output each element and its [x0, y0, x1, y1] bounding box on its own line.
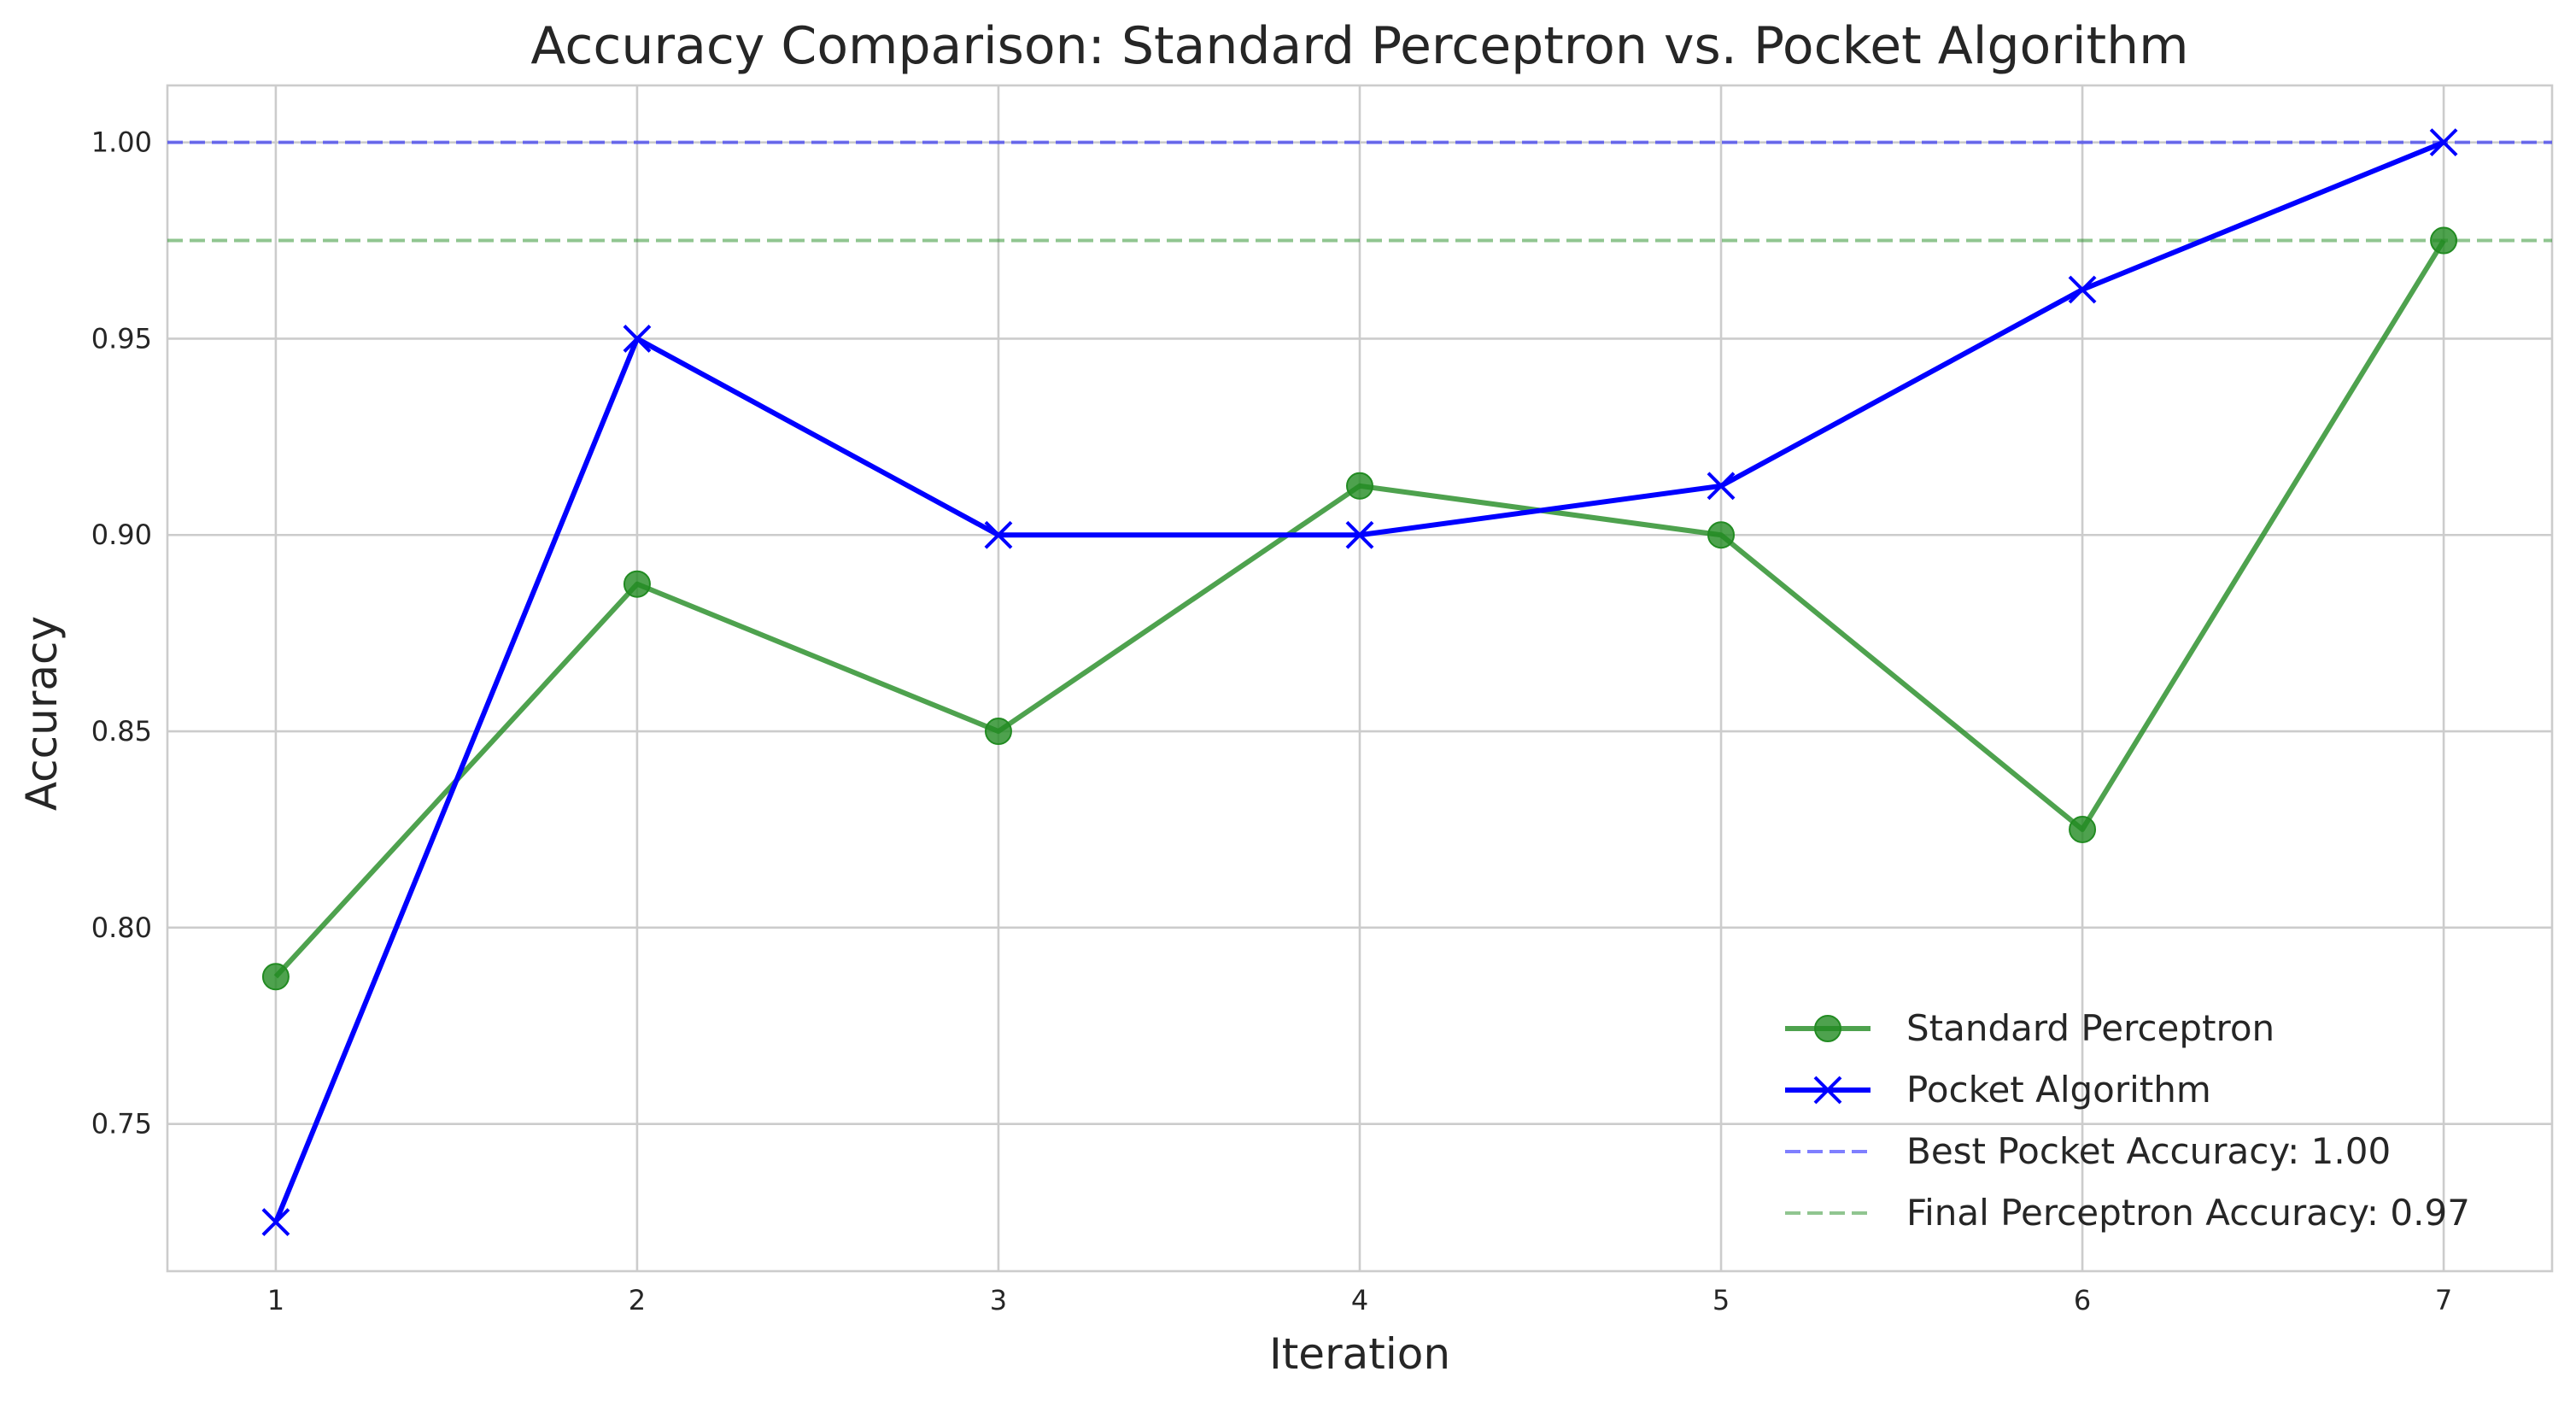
- legend-label: Standard Perceptron: [1906, 1007, 2274, 1049]
- legend-entry: Best Pocket Accuracy: 1.00: [1785, 1130, 2391, 1172]
- x-tick-label: 7: [2435, 1284, 2452, 1316]
- data-point: [2068, 275, 2097, 304]
- chart-title: Accuracy Comparison: Standard Perceptron…: [530, 16, 2188, 76]
- y-tick-label: 0.80: [91, 912, 152, 944]
- data-point: [2069, 815, 2097, 843]
- data-point: [623, 325, 652, 353]
- x-tick-label: 4: [1351, 1284, 1368, 1316]
- data-point: [2429, 128, 2458, 157]
- data-point: [1346, 472, 1373, 500]
- series-standard-perceptron: [261, 226, 2458, 991]
- legend-label: Final Perceptron Accuracy: 0.97: [1906, 1192, 2470, 1234]
- x-tick-label: 6: [2074, 1284, 2091, 1316]
- data-point: [261, 1208, 290, 1236]
- y-axis-label: Accuracy: [17, 616, 67, 811]
- data-point: [623, 570, 651, 598]
- legend-marker: [1814, 1015, 1841, 1042]
- data-point: [261, 963, 290, 991]
- data-point: [984, 520, 1013, 549]
- y-tick-label: 1.00: [91, 126, 152, 159]
- legend-entry: Final Perceptron Accuracy: 0.97: [1785, 1192, 2470, 1234]
- y-tick-label: 0.95: [91, 322, 152, 355]
- x-tick-label: 3: [990, 1284, 1007, 1316]
- legend-entry: Standard Perceptron: [1785, 1007, 2274, 1049]
- legend-entry: Pocket Algorithm: [1785, 1069, 2211, 1111]
- series-layer: [261, 128, 2458, 1236]
- legend-marker: [1813, 1076, 1842, 1105]
- data-point: [1707, 521, 1736, 549]
- series-pocket-algorithm: [261, 128, 2458, 1236]
- y-tick-label: 0.75: [91, 1108, 152, 1140]
- x-axis-label: Iteration: [1269, 1329, 1450, 1379]
- x-tick-label: 5: [1712, 1284, 1730, 1316]
- x-tick-label: 2: [629, 1284, 646, 1316]
- legend-label: Pocket Algorithm: [1906, 1069, 2211, 1111]
- tick-labels: 1 2 3 4 5 6 7 0.75 0.80 0.85 0.90 0.95 1.00: [91, 126, 2453, 1316]
- y-tick-label: 0.85: [91, 715, 152, 747]
- legend: Standard Perceptron Pocket Algorithm Best …: [1785, 1007, 2470, 1234]
- y-tick-label: 0.90: [91, 519, 152, 551]
- legend-label: Best Pocket Accuracy: 1.00: [1906, 1130, 2391, 1172]
- grid-lines: [167, 85, 2552, 1271]
- reference-lines: [167, 140, 2552, 243]
- data-point: [1345, 520, 1374, 549]
- data-point: [1707, 472, 1736, 501]
- data-point: [2430, 226, 2458, 255]
- data-point: [984, 718, 1012, 746]
- x-tick-label: 1: [267, 1284, 284, 1316]
